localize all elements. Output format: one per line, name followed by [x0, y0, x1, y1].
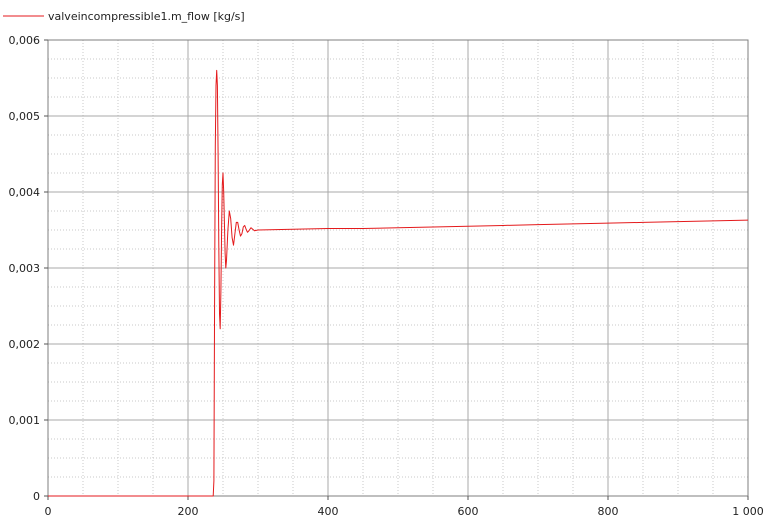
y-tick-label: 0,002 [9, 338, 41, 351]
x-tick-label: 0 [45, 505, 52, 518]
y-tick-label: 0,006 [9, 34, 41, 47]
x-tick-label: 800 [598, 505, 619, 518]
y-axis: 0 0,001 0,002 0,003 0,004 0,005 0,006 [9, 34, 48, 503]
series-line [48, 69, 749, 497]
y-tick-label: 0,005 [9, 110, 41, 123]
x-tick-label: 400 [318, 505, 339, 518]
x-tick-label: 1 000 [732, 505, 763, 518]
legend-label: valveincompressible1.m_flow [kg/s] [48, 10, 245, 23]
series-layer [48, 69, 749, 497]
y-tick-label: 0,004 [9, 186, 41, 199]
x-tick-label: 200 [178, 505, 199, 518]
y-tick-label: 0,001 [9, 414, 41, 427]
x-tick-label: 600 [458, 505, 479, 518]
legend: valveincompressible1.m_flow [kg/s] [3, 10, 245, 23]
y-tick-label: 0 [33, 490, 40, 503]
y-tick-label: 0,003 [9, 262, 41, 275]
x-axis: 0 200 400 600 800 1 000 [45, 496, 763, 518]
